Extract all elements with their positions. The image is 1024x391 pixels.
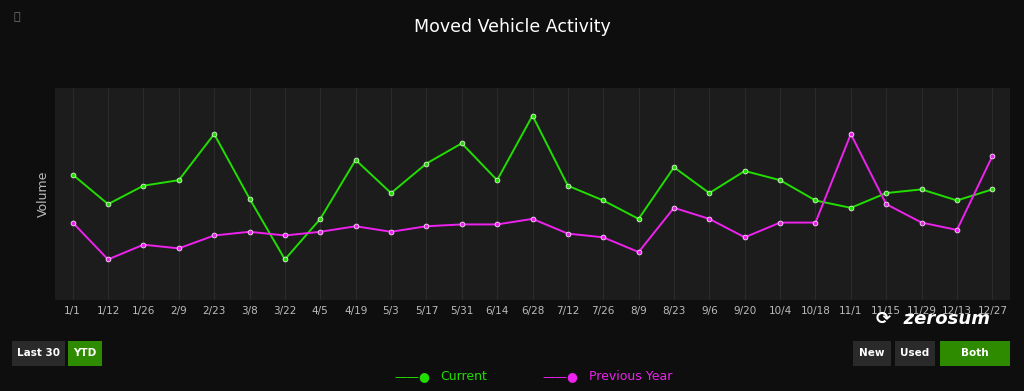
- Y-axis label: Volume: Volume: [37, 171, 49, 217]
- Text: YTD: YTD: [74, 348, 96, 359]
- Text: Previous Year: Previous Year: [589, 369, 672, 383]
- Text: ⓘ: ⓘ: [14, 12, 20, 22]
- Text: Current: Current: [440, 369, 487, 383]
- Text: ——●: ——●: [543, 369, 579, 383]
- Text: Moved Vehicle Activity: Moved Vehicle Activity: [414, 18, 610, 36]
- Text: Used: Used: [900, 348, 930, 359]
- Text: ——●: ——●: [394, 369, 430, 383]
- Text: New: New: [859, 348, 885, 359]
- Text: ⟳  zerosum: ⟳ zerosum: [876, 310, 989, 328]
- Text: Last 30: Last 30: [17, 348, 60, 359]
- Text: Both: Both: [962, 348, 989, 359]
